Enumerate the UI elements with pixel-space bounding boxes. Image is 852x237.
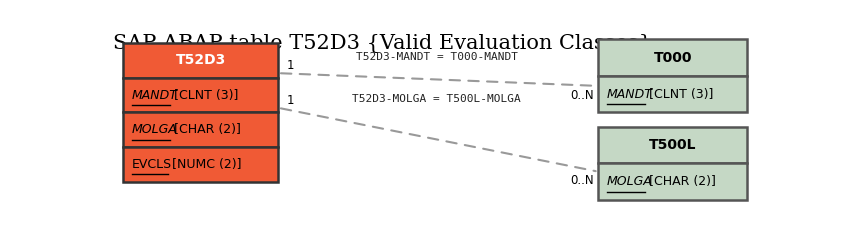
Text: T52D3: T52D3 <box>176 53 226 67</box>
Text: [CHAR (2)]: [CHAR (2)] <box>645 175 716 188</box>
Bar <box>123 43 279 78</box>
Text: T000: T000 <box>653 51 692 65</box>
Text: [CHAR (2)]: [CHAR (2)] <box>170 123 240 136</box>
Text: MANDT: MANDT <box>131 89 177 101</box>
Bar <box>123 147 279 182</box>
Text: SAP ABAP table T52D3 {Valid Evaluation Classes}: SAP ABAP table T52D3 {Valid Evaluation C… <box>113 34 652 53</box>
Text: [CLNT (3)]: [CLNT (3)] <box>170 89 238 101</box>
Text: [CLNT (3)]: [CLNT (3)] <box>645 88 713 101</box>
Text: 1: 1 <box>286 59 294 72</box>
Text: T500L: T500L <box>649 138 696 152</box>
Bar <box>123 78 279 112</box>
Bar <box>598 76 747 112</box>
Text: 1: 1 <box>286 94 294 107</box>
Text: [NUMC (2)]: [NUMC (2)] <box>168 158 241 171</box>
Bar <box>598 164 747 200</box>
Text: 0..N: 0..N <box>570 89 594 101</box>
Bar <box>598 127 747 164</box>
Text: MANDT: MANDT <box>607 88 653 101</box>
Bar <box>598 39 747 76</box>
Text: MOLGA: MOLGA <box>607 175 653 188</box>
Bar <box>123 112 279 147</box>
Text: MOLGA: MOLGA <box>131 123 177 136</box>
Text: T52D3-MOLGA = T500L-MOLGA: T52D3-MOLGA = T500L-MOLGA <box>352 94 521 104</box>
Text: EVCLS: EVCLS <box>131 158 172 171</box>
Text: 0..N: 0..N <box>570 174 594 187</box>
Text: T52D3-MANDT = T000-MANDT: T52D3-MANDT = T000-MANDT <box>355 52 518 62</box>
